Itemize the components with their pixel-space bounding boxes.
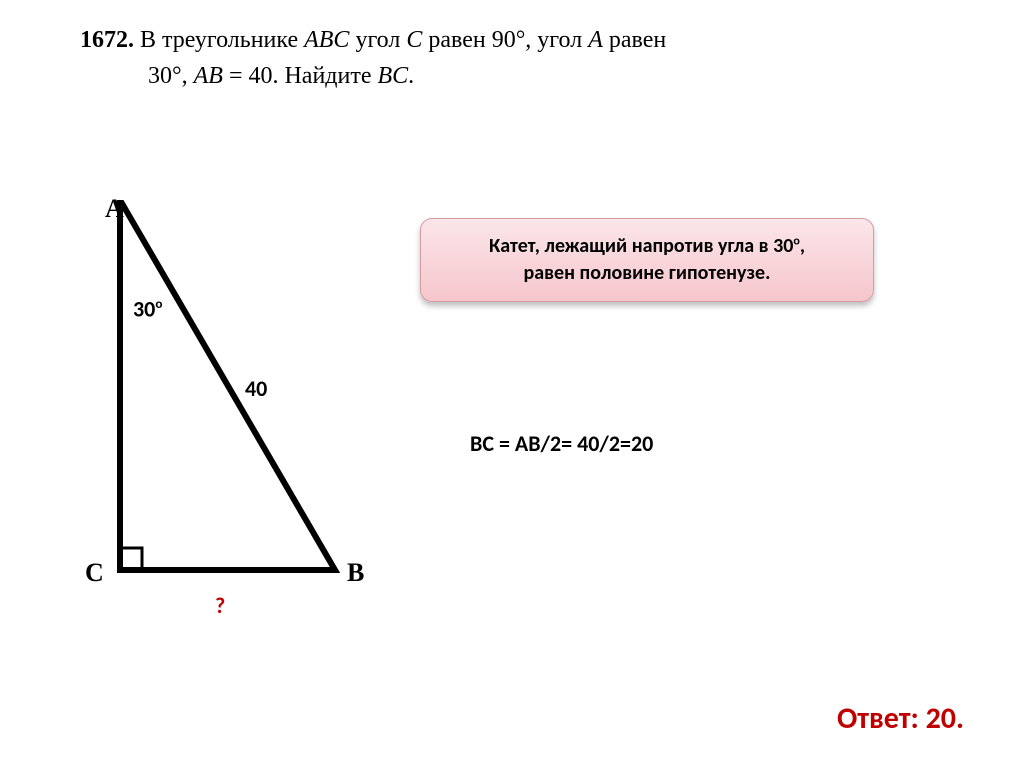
answer: Ответ: 20. (837, 700, 964, 737)
problem-number: 1672. (80, 27, 134, 53)
c: C (406, 27, 422, 53)
text: равен 90°, угол (422, 27, 588, 53)
vertex-c-label: C (85, 558, 104, 588)
text: . (408, 63, 414, 89)
text: 30°, (148, 63, 194, 89)
hint-end: , (800, 234, 805, 258)
hint-line-2: равен половине гипотенузе. (437, 260, 857, 287)
hypotenuse-label: 40 (245, 375, 267, 402)
vertex-a-label: A (105, 194, 124, 224)
problem-statement: 1672. В треугольнике ABC угол C равен 90… (80, 22, 960, 94)
text: угол (349, 27, 406, 53)
hint-callout: Катет, лежащий напротив угла в 30о, раве… (420, 218, 874, 302)
a: A (588, 27, 603, 53)
problem-line-2: 30°, AB = 40. Найдите BC. (148, 58, 960, 94)
text: = 40. Найдите (223, 63, 378, 89)
angle-a-label: 30о (133, 295, 162, 322)
calculation: BC = AB/2= 40/2=20 (470, 430, 653, 457)
bc: BC (378, 63, 409, 89)
question-mark: ? (215, 592, 225, 619)
problem-line-1: 1672. В треугольнике ABC угол C равен 90… (80, 22, 960, 58)
vertex-b-label: B (347, 558, 364, 588)
triangle-diagram: A C B 30о 40 ? (85, 200, 385, 630)
angle-sup: о (155, 295, 162, 312)
text: В треугольнике (134, 27, 304, 53)
hint-text: Катет, лежащий напротив угла в 30 (489, 234, 793, 258)
text: равен (603, 27, 666, 53)
triangle-svg (85, 200, 385, 630)
abc: ABC (304, 27, 349, 53)
angle-value: 30 (133, 295, 155, 322)
hint-line-1: Катет, лежащий напротив угла в 30о, (437, 233, 857, 260)
ab: AB (194, 63, 223, 89)
